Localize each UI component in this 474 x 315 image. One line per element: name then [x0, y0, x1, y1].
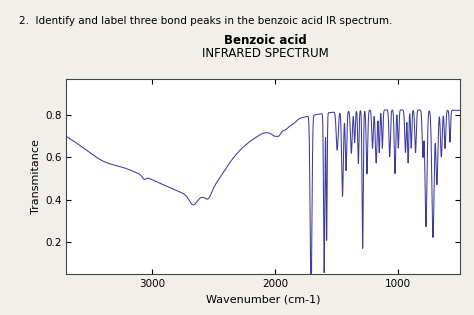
Text: Benzoic acid: Benzoic acid	[224, 34, 307, 47]
Y-axis label: Transmitance: Transmitance	[31, 139, 41, 214]
Text: INFRARED SPECTRUM: INFRARED SPECTRUM	[202, 47, 329, 60]
X-axis label: Wavenumber (cm-1): Wavenumber (cm-1)	[206, 295, 320, 305]
Text: 2.  Identify and label three bond peaks in the benzoic acid IR spectrum.: 2. Identify and label three bond peaks i…	[19, 16, 392, 26]
